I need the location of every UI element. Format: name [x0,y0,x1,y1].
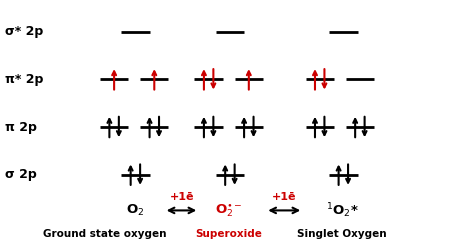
Text: Singlet Oxygen: Singlet Oxygen [297,229,387,239]
Text: +1ē: +1ē [169,192,194,202]
Text: O$_2^{\bullet-}$: O$_2^{\bullet-}$ [215,202,243,219]
Text: π 2p: π 2p [5,120,37,134]
Text: σ 2p: σ 2p [5,168,37,181]
Text: π* 2p: π* 2p [5,73,44,86]
Text: $^1$O$_2$*: $^1$O$_2$* [326,201,358,220]
Text: Ground state oxygen: Ground state oxygen [43,229,166,239]
Text: σ* 2p: σ* 2p [5,25,44,38]
Text: +1ē: +1ē [272,192,297,202]
Text: O$_2$: O$_2$ [126,203,145,218]
Text: Superoxide: Superoxide [196,229,263,239]
